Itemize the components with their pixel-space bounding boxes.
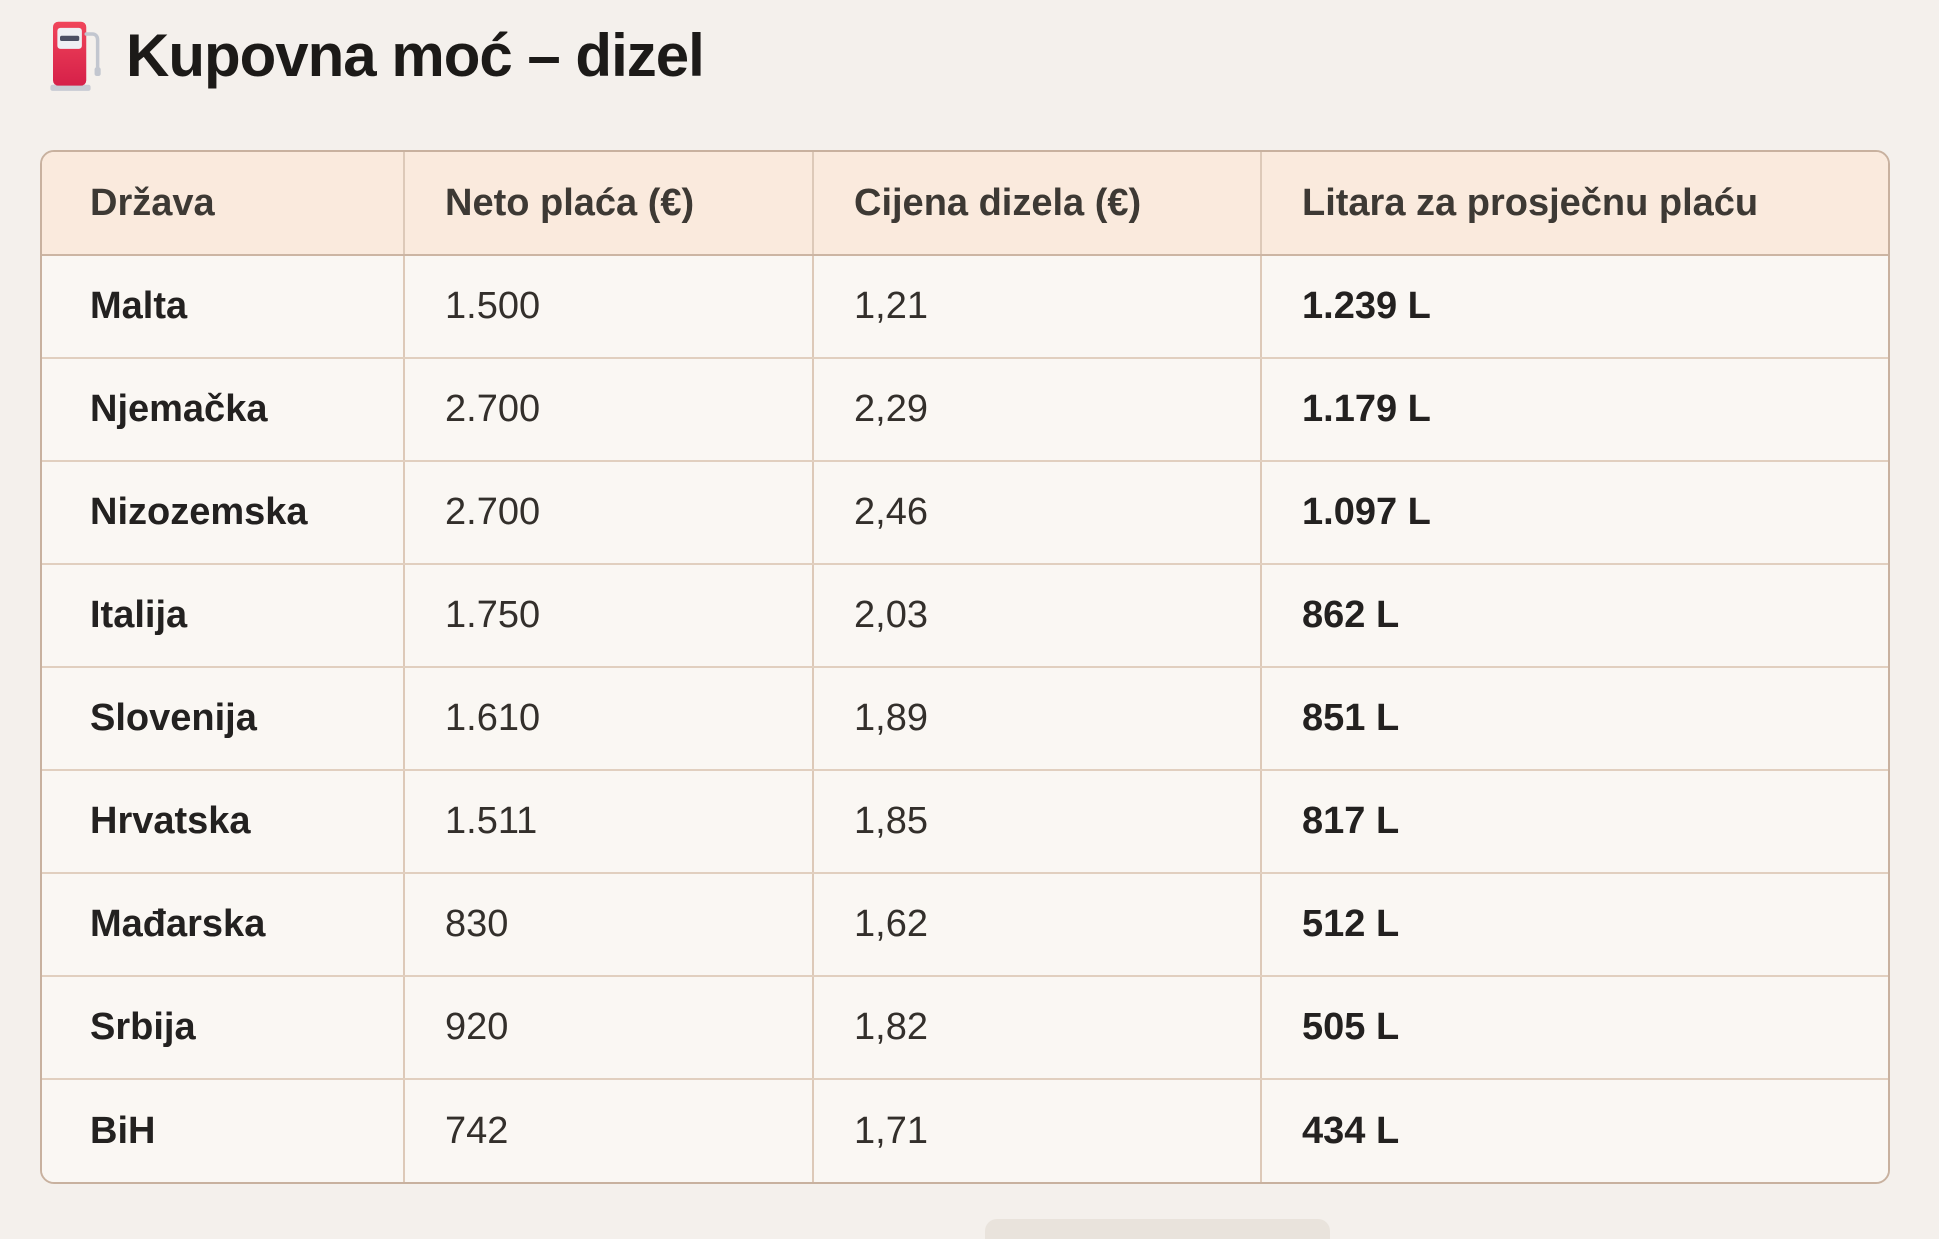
cell-country: Italija	[42, 564, 405, 668]
cell-diesel-price: 1,89	[813, 667, 1262, 771]
cell-country: Srbija	[42, 976, 405, 1080]
cell-diesel-price: 1,71	[813, 1079, 1262, 1182]
cell-liters: 1.097 L	[1261, 461, 1888, 565]
cell-liters: 1.239 L	[1261, 255, 1888, 359]
cell-liters: 817 L	[1261, 770, 1888, 874]
cell-net-salary: 2.700	[404, 358, 814, 462]
table-row: BiH 742 1,71 434 L	[42, 1079, 1888, 1182]
table-row: Malta 1.500 1,21 1.239 L	[42, 255, 1888, 359]
table-header: Država Neto plaća (€) Cijena dizela (€) …	[42, 152, 1888, 256]
page-title: Kupovna moć – dizel	[126, 21, 705, 89]
fuel-pump-icon	[50, 21, 101, 91]
cell-country: BiH	[42, 1079, 405, 1182]
table-row: Mađarska 830 1,62 512 L	[42, 873, 1888, 977]
cell-diesel-price: 1,82	[813, 976, 1262, 1080]
cell-diesel-price: 1,85	[813, 770, 1262, 874]
cell-country: Nizozemska	[42, 461, 405, 565]
cell-liters: 434 L	[1261, 1079, 1888, 1182]
cell-country: Slovenija	[42, 667, 405, 771]
cell-diesel-price: 2,03	[813, 564, 1262, 668]
cell-diesel-price: 1,21	[813, 255, 1262, 359]
cell-diesel-price: 1,62	[813, 873, 1262, 977]
column-header-country: Država	[42, 152, 405, 256]
cell-net-salary: 1.610	[404, 667, 814, 771]
cell-liters: 862 L	[1261, 564, 1888, 668]
cell-net-salary: 830	[404, 873, 814, 977]
column-header-liters: Litara za prosječnu plaću	[1261, 152, 1888, 256]
purchasing-power-table-container: Država Neto plaća (€) Cijena dizela (€) …	[40, 150, 1890, 1184]
column-header-net-salary: Neto plaća (€)	[404, 152, 814, 256]
table-row: Hrvatska 1.511 1,85 817 L	[42, 770, 1888, 874]
cell-net-salary: 920	[404, 976, 814, 1080]
table-row: Nizozemska 2.700 2,46 1.097 L	[42, 461, 1888, 565]
table-row: Srbija 920 1,82 505 L	[42, 976, 1888, 1080]
cell-net-salary: 742	[404, 1079, 814, 1182]
table-row: Slovenija 1.610 1,89 851 L	[42, 667, 1888, 771]
cell-liters: 1.179 L	[1261, 358, 1888, 462]
cell-net-salary: 1.750	[404, 564, 814, 668]
cell-country: Mađarska	[42, 873, 405, 977]
bottom-peek-element	[985, 1219, 1330, 1239]
header-row: Država Neto plaća (€) Cijena dizela (€) …	[42, 152, 1888, 256]
cell-country: Malta	[42, 255, 405, 359]
cell-net-salary: 1.500	[404, 255, 814, 359]
cell-liters: 505 L	[1261, 976, 1888, 1080]
cell-diesel-price: 2,46	[813, 461, 1262, 565]
purchasing-power-table: Država Neto plaća (€) Cijena dizela (€) …	[42, 152, 1888, 1182]
cell-liters: 851 L	[1261, 667, 1888, 771]
cell-country: Njemačka	[42, 358, 405, 462]
title-bar: Kupovna moć – dizel	[46, 10, 705, 100]
cell-net-salary: 2.700	[404, 461, 814, 565]
cell-liters: 512 L	[1261, 873, 1888, 977]
cell-country: Hrvatska	[42, 770, 405, 874]
column-header-diesel-price: Cijena dizela (€)	[813, 152, 1262, 256]
cell-net-salary: 1.511	[404, 770, 814, 874]
table-row: Italija 1.750 2,03 862 L	[42, 564, 1888, 668]
cell-diesel-price: 2,29	[813, 358, 1262, 462]
table-row: Njemačka 2.700 2,29 1.179 L	[42, 358, 1888, 462]
table-body: Malta 1.500 1,21 1.239 L Njemačka 2.700 2,29 1.…	[42, 255, 1888, 1182]
